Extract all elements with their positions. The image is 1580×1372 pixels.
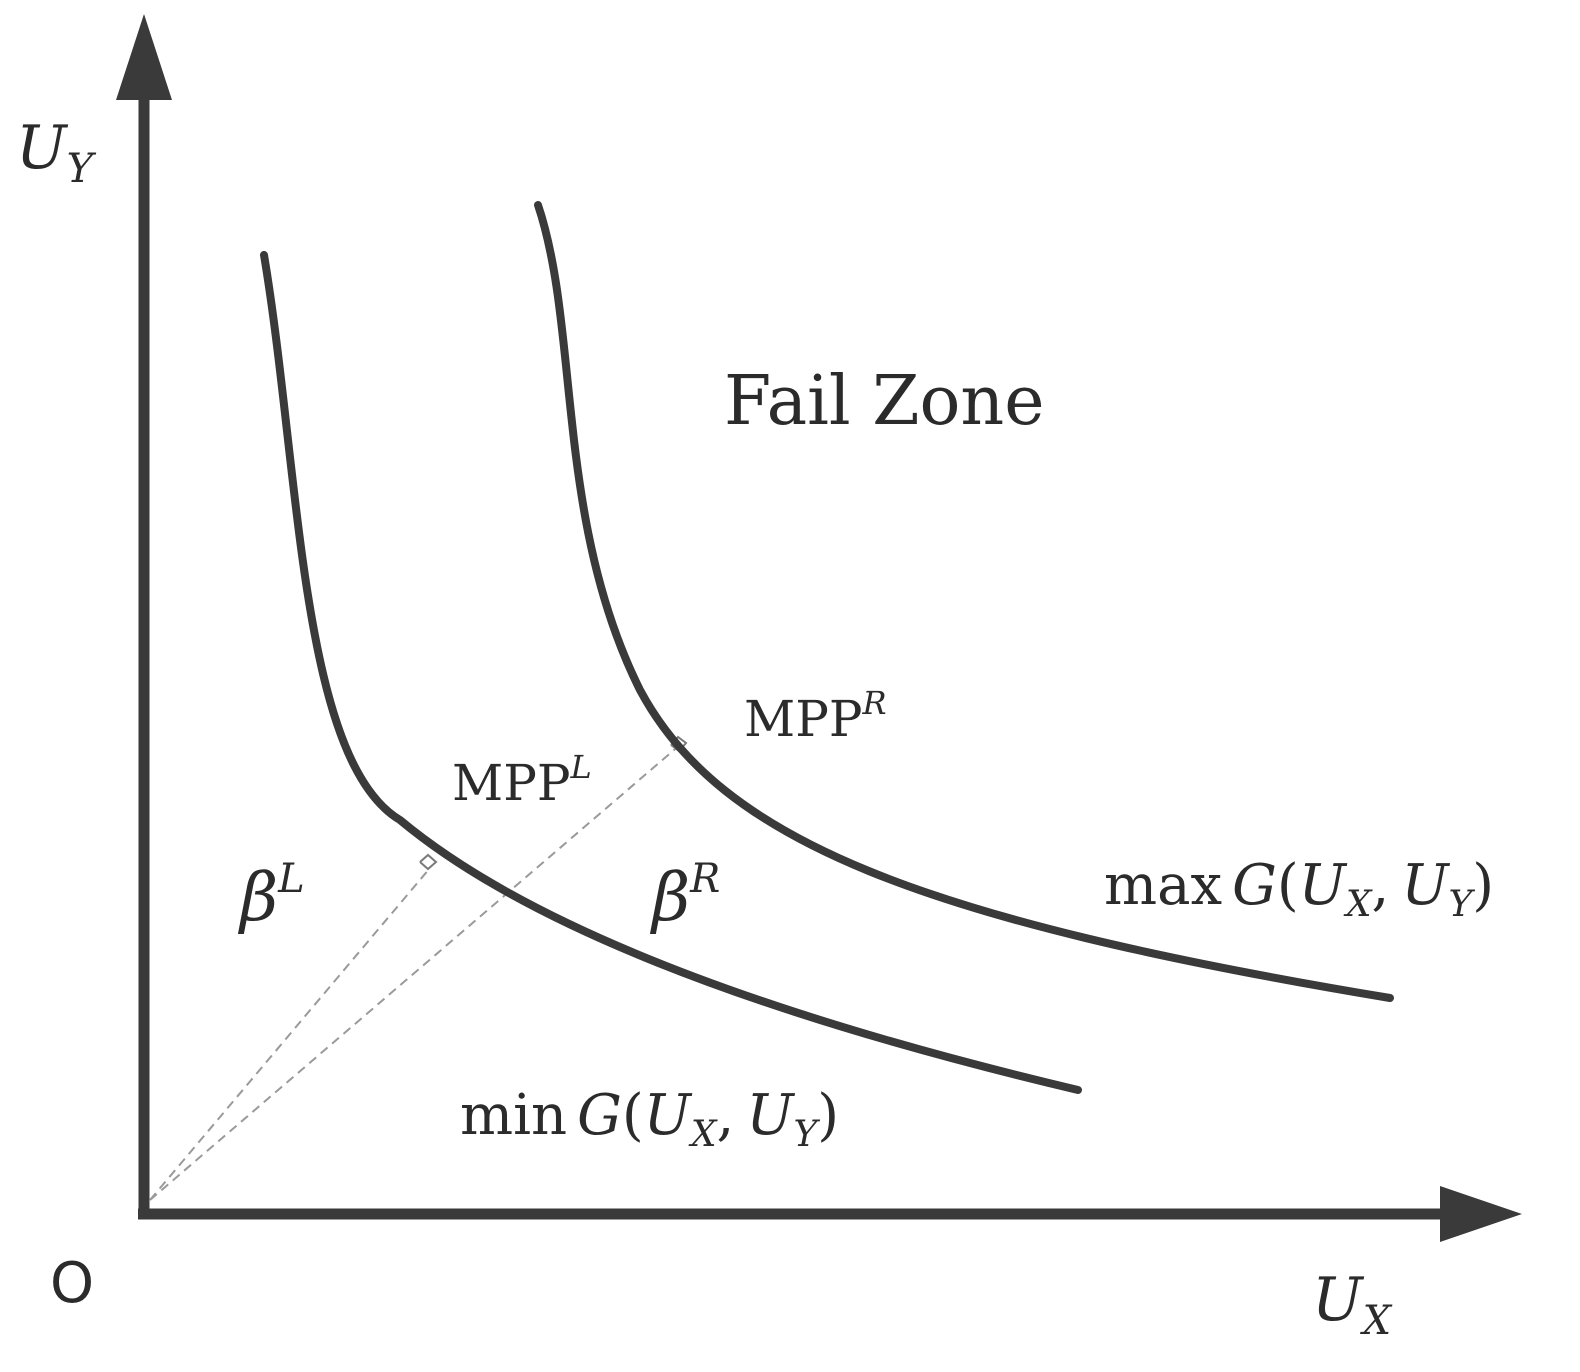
y-axis-label-sub: Y	[67, 146, 97, 192]
max-curve-open: (	[1277, 853, 1299, 918]
max-curve-op: max	[1104, 853, 1222, 918]
max-curve-func: G	[1232, 853, 1277, 918]
y-axis-label-main: U	[16, 113, 69, 183]
x-axis-label-sub: X	[1360, 1298, 1393, 1344]
max-curve-arg1-sub: X	[1343, 884, 1373, 925]
beta-left-label-sup: L	[277, 856, 305, 902]
min-curve-arg1-sub: X	[688, 1114, 718, 1155]
min-curve-open: (	[622, 1083, 644, 1148]
max-curve-arg2: U	[1401, 853, 1450, 918]
x-axis-arrowhead	[1440, 1186, 1522, 1242]
min-curve-label: min G(UX, UY)	[460, 1083, 839, 1155]
min-curve-op: min	[460, 1083, 567, 1148]
max-curve-sep: ,	[1372, 853, 1390, 918]
mpp-right-label-main: MPP	[744, 690, 862, 748]
min-curve-arg1: U	[644, 1083, 693, 1148]
beta-right-label-main: β	[649, 859, 690, 936]
max-curve-close: )	[1472, 853, 1494, 918]
x-axis-label-main: U	[1312, 1265, 1365, 1335]
min-curve-close: )	[817, 1083, 839, 1148]
beta-right-label: βR	[649, 856, 720, 936]
mpp-left-right-angle-marker	[419, 853, 438, 871]
min-curve-func: G	[577, 1083, 622, 1148]
origin-label: O	[50, 1251, 94, 1316]
mpp-left-label-main: MPP	[452, 754, 570, 812]
max-curve-arg1: U	[1299, 853, 1348, 918]
mpp-right-label-sup: R	[861, 684, 886, 722]
beta-left-label: βL	[237, 856, 305, 936]
beta-right-label-sup: R	[689, 856, 720, 902]
max-curve-arg2-sub: Y	[1449, 884, 1476, 925]
min-curve-arg2: U	[746, 1083, 795, 1148]
beta-left-dashed-line	[149, 867, 431, 1201]
y-axis-label: UY	[16, 113, 97, 192]
mpp-right-label: MPPR	[744, 684, 887, 748]
min-curve-arg2-sub: Y	[794, 1114, 821, 1155]
mpp-left-label: MPPL	[452, 748, 592, 812]
beta-left-label-main: β	[237, 859, 278, 936]
min-limit-state-curve	[260, 251, 1082, 1094]
y-axis-arrowhead	[116, 14, 172, 100]
fail-zone-label: Fail Zone	[724, 362, 1044, 441]
beta-right-dashed-line	[149, 743, 682, 1201]
x-axis-label: UX	[1312, 1265, 1393, 1344]
max-curve-label: max G(UX, UY)	[1104, 853, 1494, 925]
max-limit-state-curve	[534, 201, 1394, 1002]
min-curve-sep: ,	[717, 1083, 735, 1148]
mpp-left-label-sup: L	[569, 748, 591, 786]
